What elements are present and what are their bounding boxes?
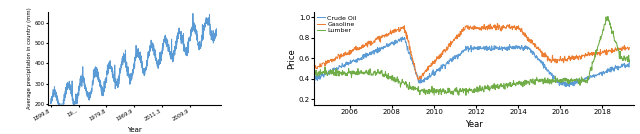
- Lumber: [604, 16, 612, 17]
- Gasoline: [415, 79, 422, 81]
- X-axis label: Year: Year: [465, 120, 483, 129]
- Gasoline: [582, 55, 590, 56]
- Crude Oil: [304, 79, 312, 80]
- Legend: Crude Oil, Gasoline, Lumber: Crude Oil, Gasoline, Lumber: [316, 14, 358, 34]
- Crude Oil: [566, 86, 573, 88]
- Lumber: [582, 79, 589, 81]
- Crude Oil: [388, 42, 396, 44]
- Gasoline: [304, 71, 312, 73]
- Crude Oil: [339, 66, 347, 67]
- Y-axis label: Average precipitation in country (mm): Average precipitation in country (mm): [27, 7, 31, 109]
- Line: Lumber: Lumber: [308, 16, 629, 95]
- Crude Oil: [547, 72, 554, 74]
- Lumber: [442, 91, 449, 92]
- Lumber: [462, 94, 470, 96]
- Gasoline: [534, 47, 541, 49]
- Gasoline: [625, 47, 633, 48]
- Lumber: [625, 59, 633, 61]
- Lumber: [533, 80, 541, 81]
- Crude Oil: [442, 65, 449, 67]
- Line: Crude Oil: Crude Oil: [308, 37, 629, 87]
- Gasoline: [547, 59, 554, 60]
- Crude Oil: [533, 56, 541, 57]
- Gasoline: [339, 55, 347, 57]
- Lumber: [304, 70, 312, 72]
- Lumber: [547, 80, 554, 82]
- Crude Oil: [582, 77, 590, 79]
- X-axis label: Year: Year: [127, 127, 141, 133]
- Lumber: [388, 77, 396, 78]
- Gasoline: [442, 51, 449, 52]
- Crude Oil: [625, 61, 633, 63]
- Crude Oil: [399, 36, 406, 38]
- Line: Gasoline: Gasoline: [308, 23, 629, 80]
- Lumber: [339, 73, 347, 75]
- Y-axis label: Price: Price: [287, 48, 296, 69]
- Gasoline: [493, 23, 501, 24]
- Gasoline: [388, 33, 396, 35]
